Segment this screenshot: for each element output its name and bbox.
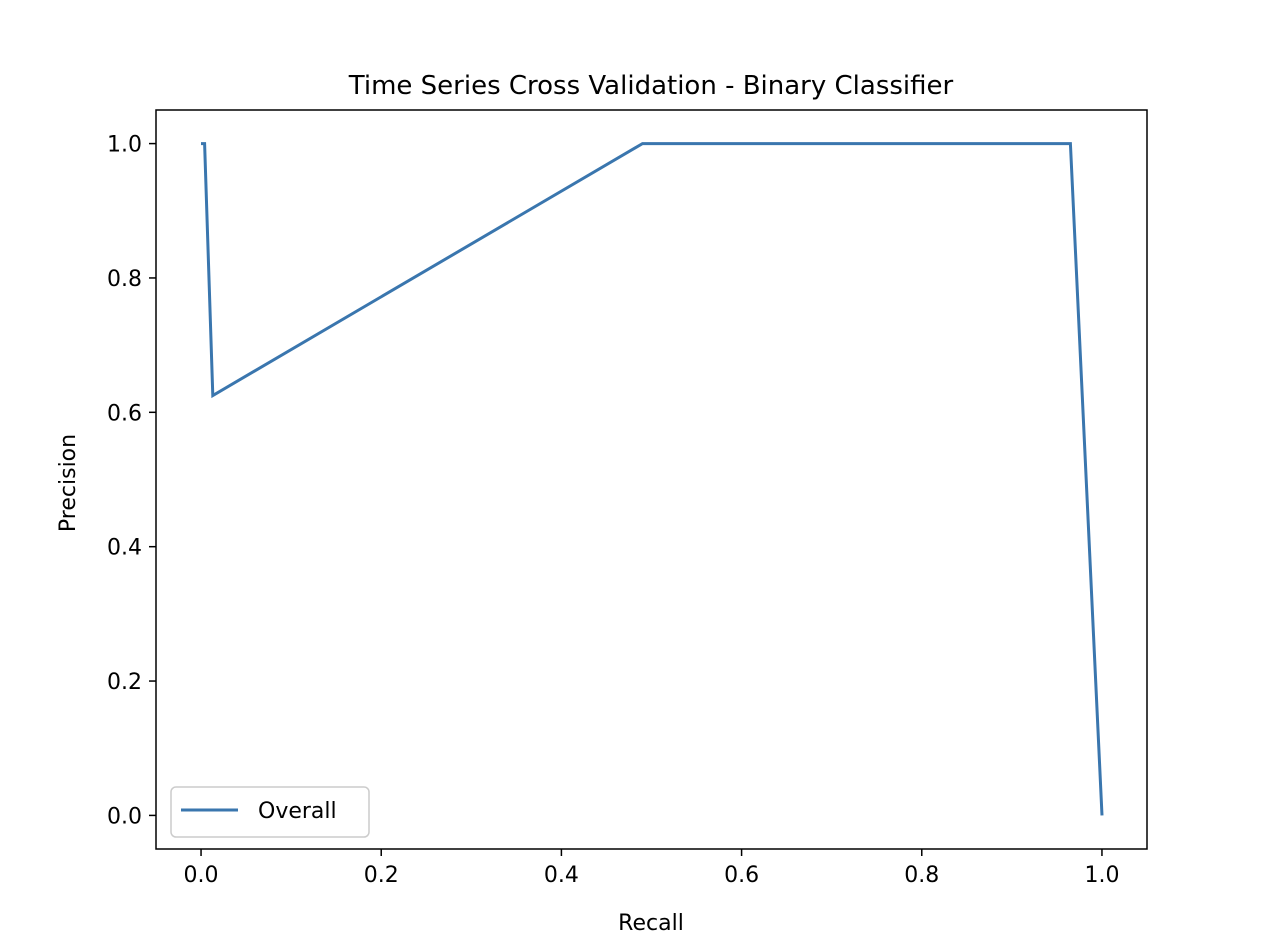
plot-frame: [155, 109, 1148, 850]
y-tick-label: 1.0: [107, 133, 142, 158]
y-tick-label: 0.8: [107, 267, 142, 292]
y-tick-label: 0.0: [107, 804, 142, 829]
y-axis: 0.0 0.2 0.4 0.6 0.8 1.0: [107, 133, 156, 829]
plot-area: [201, 142, 1104, 816]
y-axis-label: Precision: [56, 434, 81, 532]
y-tick-label: 0.4: [107, 536, 142, 561]
legend: Overall: [170, 786, 370, 838]
x-axis-label: Recall: [618, 911, 684, 936]
y-tick-label: 0.2: [107, 670, 142, 695]
y-tick-label: 0.6: [107, 401, 142, 426]
x-tick-label: 0.6: [724, 863, 759, 888]
x-tick-label: 0.4: [544, 863, 579, 888]
legend-label-overall: Overall: [258, 799, 337, 824]
chart-title: Time Series Cross Validation - Binary Cl…: [348, 71, 954, 101]
x-tick-label: 0.8: [904, 863, 939, 888]
x-tick-label: 0.0: [184, 863, 219, 888]
x-tick-label: 0.2: [364, 863, 399, 888]
x-tick-label: 1.0: [1084, 863, 1119, 888]
legend-box: [170, 786, 370, 838]
x-axis: 0.0 0.2 0.4 0.6 0.8 1.0: [184, 849, 1119, 888]
series-line-overall: [201, 142, 1104, 816]
